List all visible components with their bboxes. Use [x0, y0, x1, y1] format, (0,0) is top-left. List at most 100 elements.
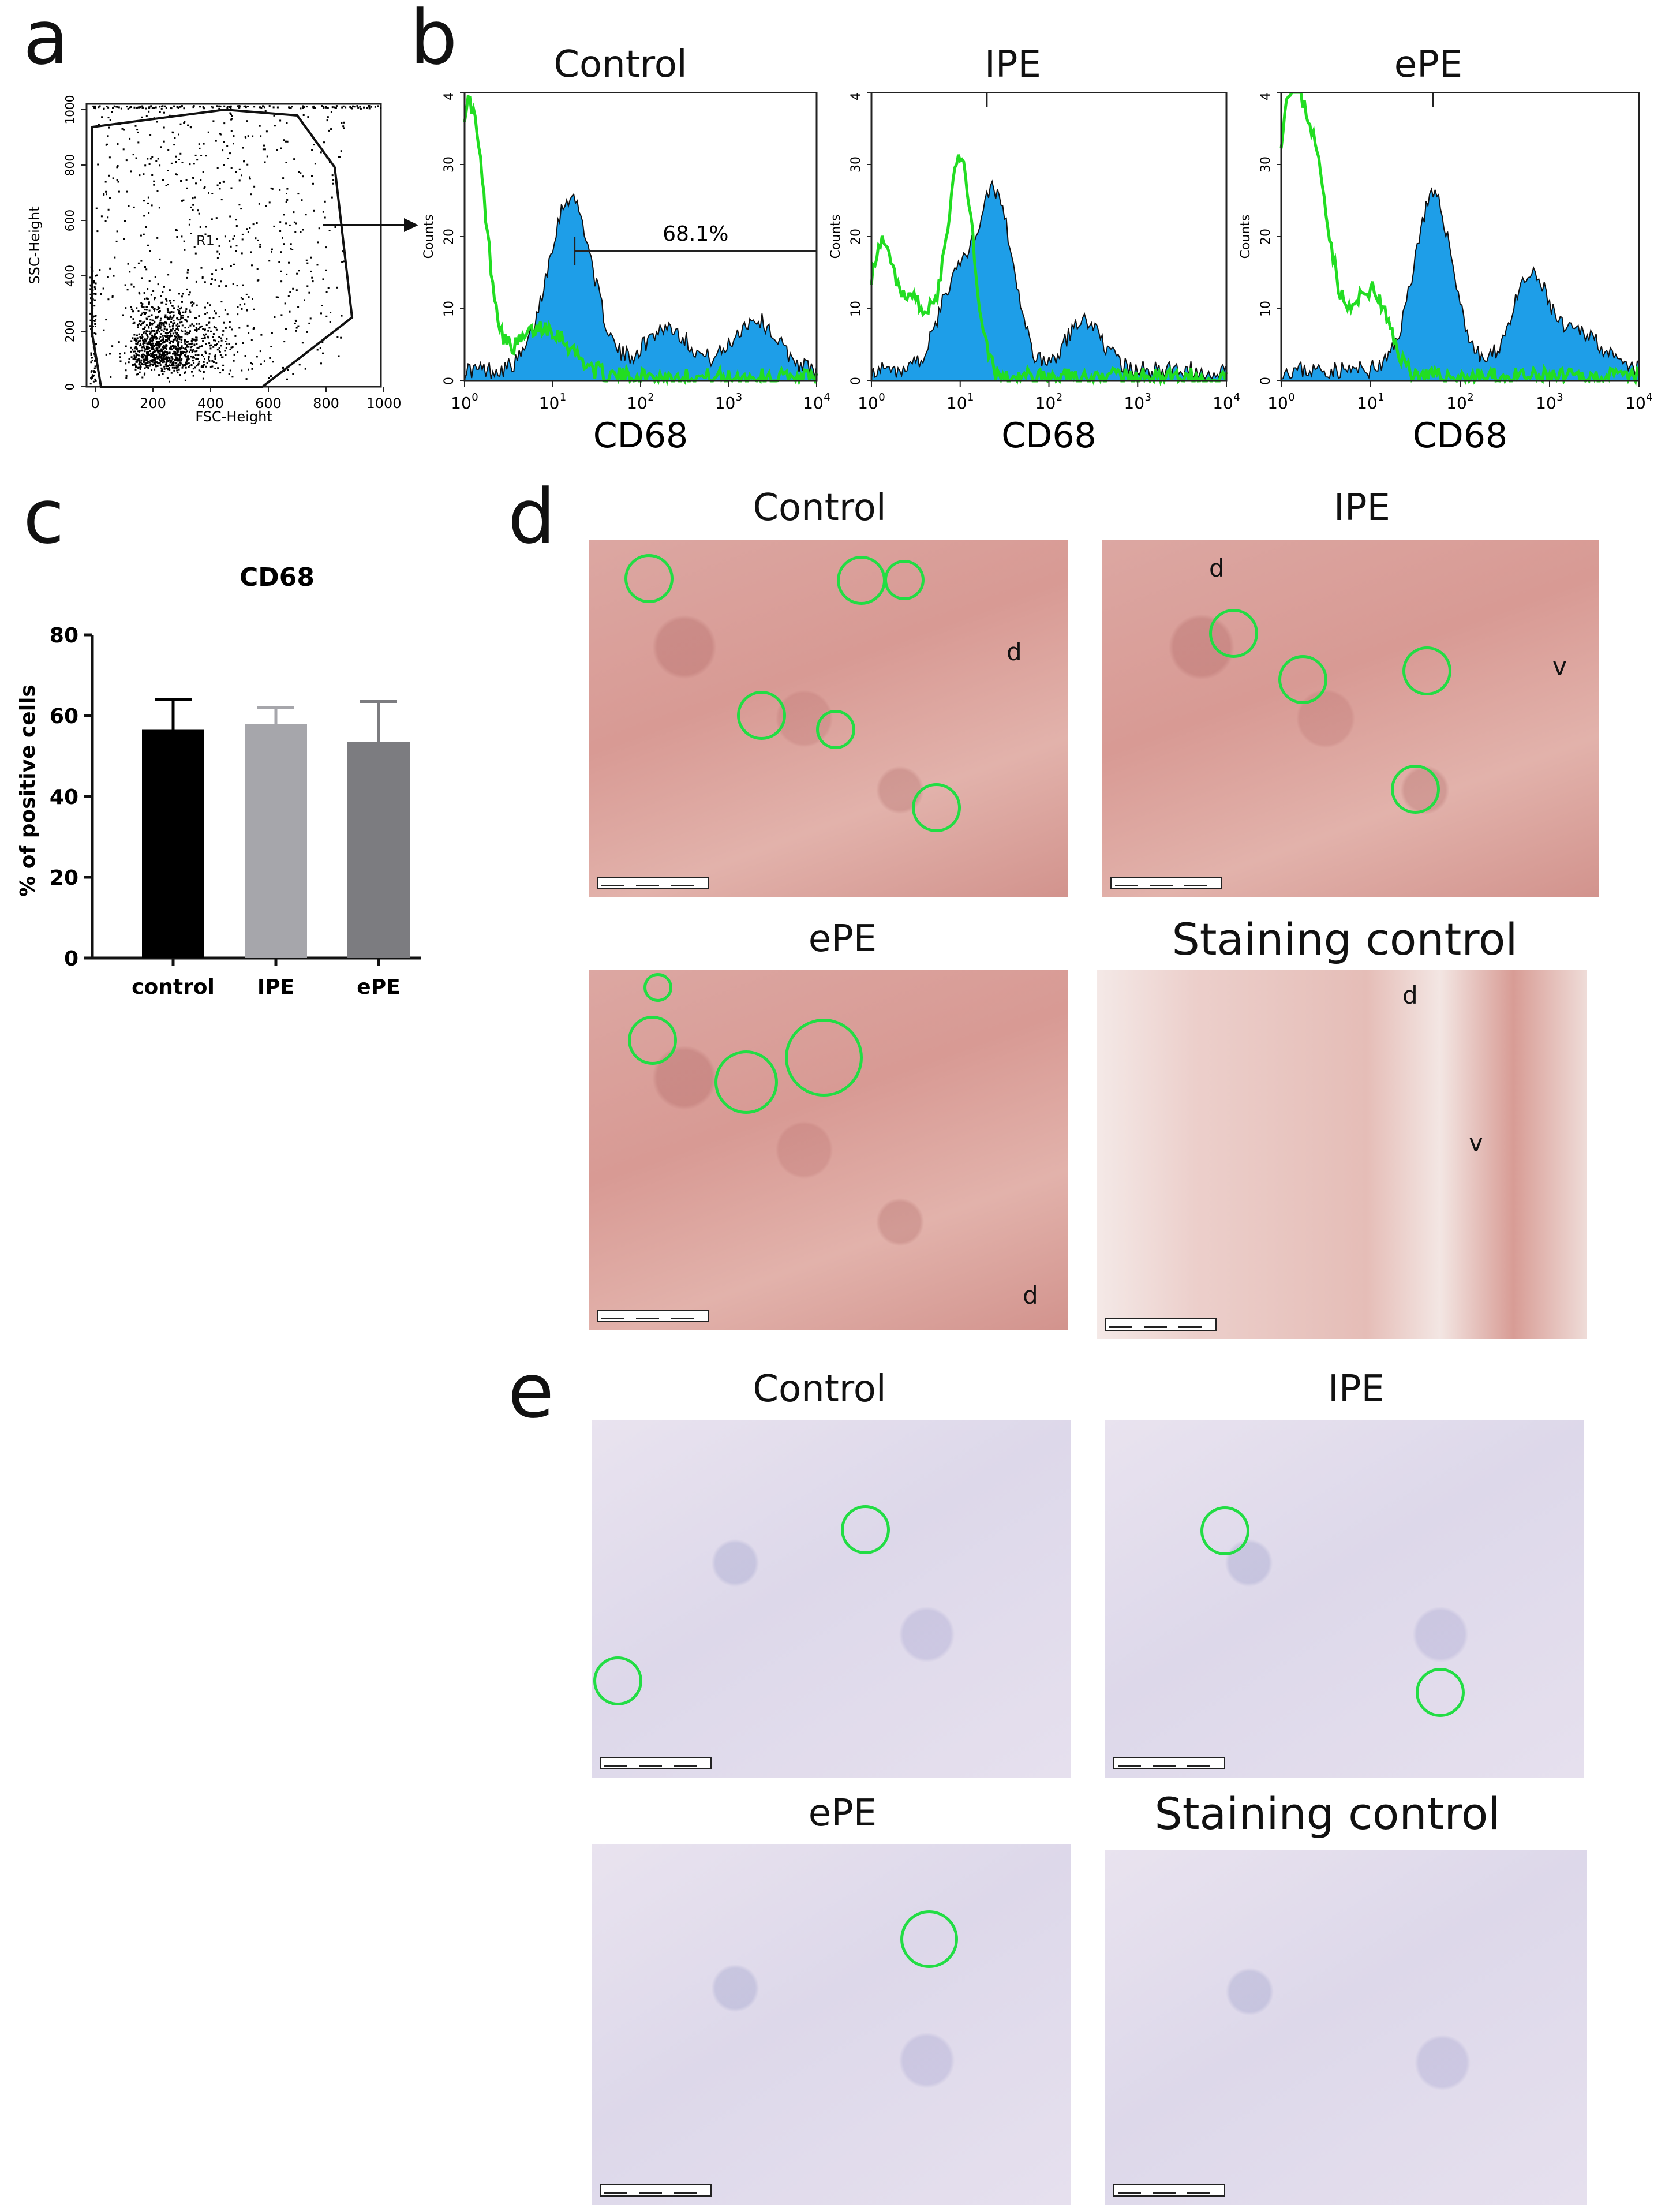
- gate-label: R1: [196, 233, 215, 249]
- category-label: control: [132, 975, 215, 998]
- y-tick-label: 20: [849, 229, 863, 245]
- positive-cell-marker: [714, 1050, 778, 1114]
- bar-chart-cd68: CD68 % of positive cells 0 20 40 60 80 contro…: [16, 563, 421, 998]
- y-tick-label: 60: [50, 705, 78, 728]
- y-tick-label: 40: [849, 92, 863, 100]
- x-tick-label: 10: [539, 394, 560, 413]
- panel-letter-a: a: [23, 0, 69, 81]
- label-decidua: d: [1209, 554, 1225, 582]
- positive-cell-marker: [884, 560, 925, 600]
- x-tick-exponent: 3: [1556, 391, 1563, 403]
- y-tick-label: 10: [442, 301, 457, 317]
- x-tick-exponent: 2: [1467, 391, 1473, 403]
- x-tick-exponent: 2: [648, 391, 654, 403]
- x-tick-label: 10: [1035, 394, 1056, 413]
- x-tick-exponent: 1: [967, 391, 974, 403]
- x-tick-label: 10: [1124, 394, 1144, 413]
- x-tick-label: 10: [946, 394, 967, 413]
- scale-bar: [600, 2184, 712, 2197]
- panel-letter-b: b: [410, 0, 458, 81]
- y-axis-label: % of positive cells: [16, 684, 40, 897]
- y-axis-ticks: 0 200 400 600 800 1000: [63, 95, 87, 390]
- x-tick-exponent: 1: [1378, 391, 1384, 403]
- y-tick-label: 0: [64, 947, 78, 971]
- micrograph-e-ipe: [1105, 1420, 1584, 1778]
- y-tick-label: 80: [50, 624, 78, 648]
- y-tick-label: 400: [63, 265, 77, 287]
- y-axis-label: Counts: [1239, 215, 1253, 259]
- label-villi: v: [1469, 1128, 1483, 1157]
- micrograph-d-ipe: d v: [1102, 540, 1599, 897]
- y-tick-label: 0: [1259, 377, 1273, 385]
- x-tick-label: 10: [1213, 394, 1233, 413]
- x-tick-exponent: 4: [1233, 391, 1240, 403]
- cd68-histogram-fill: [871, 179, 1227, 381]
- histogram-title-control: Control: [553, 43, 687, 86]
- y-tick-label: 30: [1259, 156, 1273, 173]
- scatter-dots: [89, 105, 382, 385]
- x-tick-label: 200: [140, 395, 166, 411]
- x-tick-exponent: 4: [824, 391, 830, 403]
- x-tick-exponent: 0: [878, 391, 885, 403]
- label-villi: v: [1552, 652, 1567, 680]
- panel-letter-d: d: [508, 473, 556, 560]
- scale-bar: [1113, 2184, 1225, 2197]
- x-tick-label: 10: [1267, 394, 1288, 413]
- bar-ePE: [347, 742, 410, 958]
- scale-bar: [597, 1310, 709, 1322]
- positive-cell-marker: [1278, 655, 1327, 704]
- x-tick-exponent: 4: [1646, 391, 1652, 403]
- positive-cell-marker: [643, 973, 672, 1002]
- e-title-ipe: IPE: [1328, 1368, 1385, 1411]
- scale-bar: [597, 877, 709, 889]
- y-tick-label: 20: [442, 229, 457, 245]
- bar-IPE: [245, 724, 307, 958]
- positive-cell-marker: [841, 1505, 890, 1554]
- x-tick-exponent: 2: [1056, 391, 1062, 403]
- label-decidua: d: [1402, 981, 1418, 1009]
- histogram-title-epe: ePE: [1394, 43, 1463, 86]
- scale-bar: [1113, 1757, 1225, 1769]
- y-tick-label: 0: [442, 377, 457, 385]
- positive-cell-marker: [816, 710, 855, 749]
- x-tick-label: 0: [91, 395, 99, 411]
- d-title-ipe: IPE: [1334, 487, 1390, 529]
- y-tick-label: 30: [849, 156, 863, 173]
- y-tick-label: 600: [63, 209, 77, 231]
- positive-cell-marker: [1402, 646, 1451, 695]
- y-tick-label: 40: [50, 785, 78, 809]
- x-tick-label: 800: [313, 395, 339, 411]
- x-axis-label: CD68: [1413, 416, 1507, 456]
- positive-cell-marker: [785, 1019, 863, 1097]
- x-tick-label: 10: [627, 394, 648, 413]
- positive-cell-marker: [737, 691, 786, 740]
- y-tick-label: 40: [442, 92, 457, 100]
- positive-cell-marker: [624, 554, 674, 603]
- histogram-title-ipe: IPE: [985, 43, 1041, 86]
- micrograph-e-epe: [592, 1844, 1071, 2205]
- x-tick-label: 10: [715, 394, 736, 413]
- d-title-staining-control: Staining control: [1172, 914, 1518, 965]
- y-axis-label: SSC-Height: [27, 206, 43, 284]
- gate-arrow: [323, 218, 418, 232]
- x-tick-exponent: 1: [560, 391, 566, 403]
- cd68-histogram-fill: [1281, 187, 1640, 381]
- d-title-control: Control: [753, 487, 886, 529]
- gate-percent-label: 68.1%: [663, 222, 728, 246]
- histogram-row: Control IPE ePE 0 10 20 30 40 Counts 10 0 10 1 10 2…: [416, 46, 1674, 462]
- bar-control: [142, 729, 204, 958]
- y-tick-label: 0: [849, 377, 863, 385]
- isotype-histogram-line: [870, 154, 1228, 387]
- histogram-2: 010203040Counts100101102103104CD6872.6%: [1239, 92, 1653, 456]
- x-tick-label: 600: [255, 395, 282, 411]
- x-tick-label: 10: [1625, 394, 1646, 413]
- x-tick-exponent: 3: [1145, 391, 1151, 403]
- d-title-epe: ePE: [808, 918, 877, 960]
- x-tick-exponent: 0: [472, 391, 478, 403]
- x-tick-exponent: 0: [1288, 391, 1294, 403]
- x-tick-label: 10: [1536, 394, 1556, 413]
- positive-cell-marker: [900, 1910, 958, 1968]
